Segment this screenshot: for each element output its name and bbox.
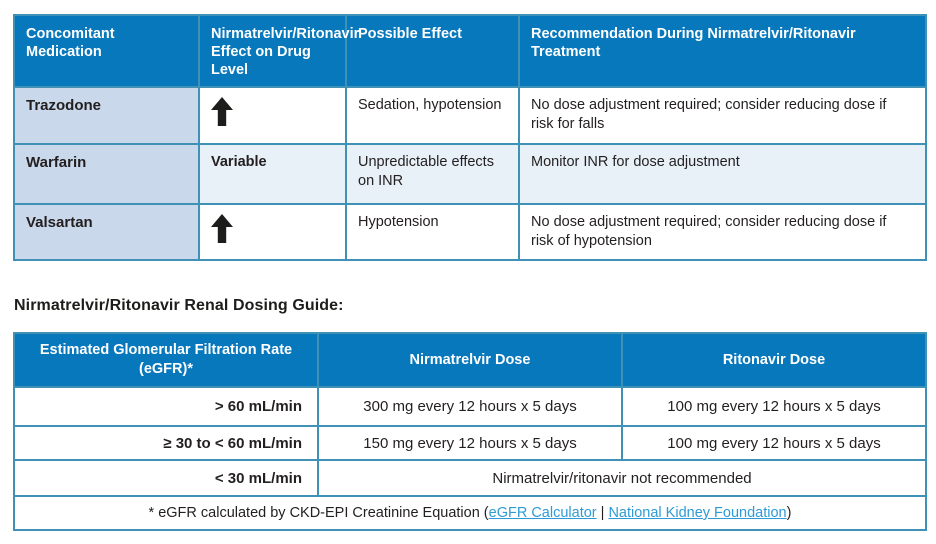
header-nirmatrelvir-dose: Nirmatrelvir Dose <box>317 332 623 388</box>
ritonavir-dose: 100 mg every 12 hours x 5 days <box>621 386 927 427</box>
recommendation-cell: No dose adjustment required; consider re… <box>518 86 927 145</box>
table-row-valsartan: Valsartan Hypotension No dose adjustment… <box>13 203 927 261</box>
possible-effect-cell: Hypotension <box>345 203 520 261</box>
effect-cell: Variable <box>198 143 347 205</box>
renal-dosing-table: Estimated Glomerular Filtration Rate (eG… <box>13 332 927 531</box>
recommendation-cell: Monitor INR for dose adjustment <box>518 143 927 205</box>
table-row-egfr-over-60: > 60 mL/min 300 mg every 12 hours x 5 da… <box>13 386 927 427</box>
header-egfr: Estimated Glomerular Filtration Rate (eG… <box>13 332 319 388</box>
effect-cell <box>198 86 347 145</box>
nirmatrelvir-dose: 150 mg every 12 hours x 5 days <box>317 425 623 461</box>
possible-effect-cell: Sedation, hypotension <box>345 86 520 145</box>
not-recommended-cell: Nirmatrelvir/ritonavir not recommended <box>317 459 927 497</box>
footnote-separator: | <box>596 505 609 521</box>
header-possible-effect: Possible Effect <box>345 14 520 88</box>
renal-dosing-guide-title: Nirmatrelvir/Ritonavir Renal Dosing Guid… <box>14 297 344 314</box>
possible-effect-cell: Unpredictable effects on INR <box>345 143 520 205</box>
footnote-row: * eGFR calculated by CKD-EPI Creatinine … <box>13 495 927 531</box>
national-kidney-foundation-link[interactable]: National Kidney Foundation <box>608 505 787 521</box>
recommendation-cell: No dose adjustment required; consider re… <box>518 203 927 261</box>
header-effect-on-drug-level: Nirmatrelvir/Ritonavir Effect on Drug Le… <box>198 14 359 88</box>
table-row-warfarin: Warfarin Variable Unpredictable effects … <box>13 143 927 205</box>
egfr-footnote: * eGFR calculated by CKD-EPI Creatinine … <box>13 495 927 531</box>
renal-header-row: Estimated Glomerular Filtration Rate (eG… <box>13 332 927 388</box>
medication-name: Warfarin <box>13 143 200 205</box>
egfr-range: < 30 mL/min <box>13 459 319 497</box>
up-arrow-icon <box>211 96 233 132</box>
up-arrow-icon <box>211 213 233 249</box>
table-row-egfr-30-to-60: ≥ 30 to < 60 mL/min 150 mg every 12 hour… <box>13 425 927 461</box>
effect-cell <box>198 203 347 261</box>
ritonavir-dose: 100 mg every 12 hours x 5 days <box>621 425 927 461</box>
interaction-table: Concomitant Medication Nirmatrelvir/Rito… <box>13 14 927 261</box>
medication-name: Trazodone <box>13 86 200 145</box>
header-recommendation: Recommendation During Nirmatrelvir/Riton… <box>518 14 927 88</box>
effect-text: Variable <box>211 154 267 170</box>
egfr-calculator-link[interactable]: eGFR Calculator <box>488 505 597 521</box>
table-row-egfr-under-30: < 30 mL/min Nirmatrelvir/ritonavir not r… <box>13 459 927 497</box>
footnote-text: * eGFR calculated by CKD-EPI Creatinine … <box>148 505 489 521</box>
medication-name: Valsartan <box>13 203 200 261</box>
footnote-suffix: ) <box>786 505 792 521</box>
egfr-range: ≥ 30 to < 60 mL/min <box>13 425 319 461</box>
nirmatrelvir-dose: 300 mg every 12 hours x 5 days <box>317 386 623 427</box>
header-ritonavir-dose: Ritonavir Dose <box>621 332 927 388</box>
table-row-trazodone: Trazodone Sedation, hypotension No dose … <box>13 86 927 145</box>
header-concomitant-medication: Concomitant Medication <box>13 14 200 88</box>
egfr-range: > 60 mL/min <box>13 386 319 427</box>
interaction-header-row: Concomitant Medication Nirmatrelvir/Rito… <box>13 14 927 88</box>
